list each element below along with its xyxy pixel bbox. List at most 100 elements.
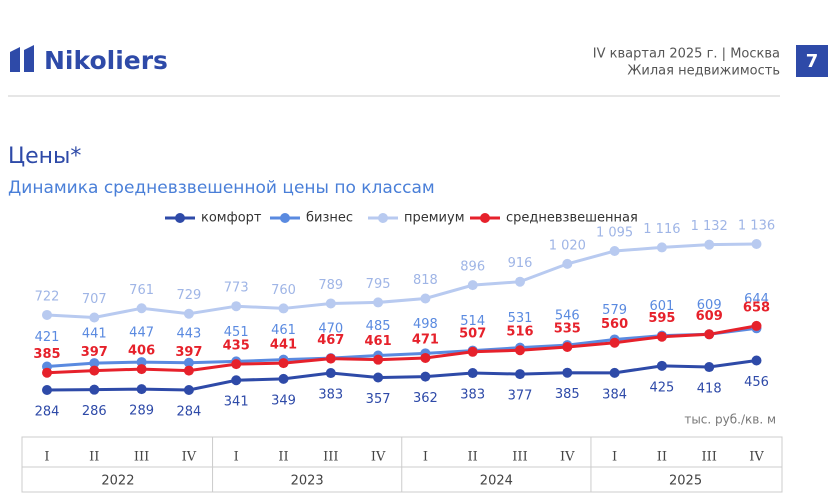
point — [42, 309, 52, 320]
data-label: 443 — [176, 326, 201, 341]
x-tick-label: I — [612, 450, 617, 465]
data-label: 421 — [35, 330, 60, 345]
data-label: 451 — [224, 325, 249, 340]
point — [467, 280, 478, 291]
page-badge — [796, 45, 828, 77]
data-label: 761 — [129, 283, 154, 298]
point — [373, 372, 384, 383]
data-label: 609 — [697, 298, 722, 313]
point — [183, 365, 194, 376]
data-label: 284 — [176, 405, 201, 420]
x-tick-label: II — [468, 450, 478, 465]
x-tick-label: II — [657, 450, 667, 465]
legend-label: средневзвешенная — [506, 211, 638, 226]
page-number: 7 — [806, 51, 819, 72]
data-label: 461 — [365, 334, 392, 349]
point — [325, 298, 336, 309]
data-label: 385 — [555, 387, 580, 402]
point — [562, 367, 573, 378]
data-label: 498 — [413, 317, 438, 332]
data-label: 384 — [602, 387, 627, 402]
legend-label: премиум — [404, 211, 465, 226]
point — [609, 337, 620, 348]
unit-label: тыс. руб./кв. м — [684, 413, 776, 427]
point — [136, 384, 147, 395]
data-label: 1 132 — [691, 219, 728, 234]
point — [89, 384, 100, 395]
point — [325, 353, 336, 364]
point — [562, 258, 573, 269]
data-label: 1 116 — [643, 222, 680, 237]
chart-subtitle: Динамика средневзвешенной цены по класса… — [8, 178, 435, 198]
point — [183, 385, 194, 395]
data-label: 916 — [508, 256, 533, 271]
point — [278, 358, 289, 369]
point — [656, 242, 667, 253]
data-label: 531 — [508, 311, 533, 326]
point — [373, 354, 384, 365]
series-line — [46, 324, 757, 375]
data-label: 383 — [460, 388, 485, 403]
period: IV квартал 2025 г. | Москва — [593, 47, 780, 62]
data-label: 729 — [176, 288, 201, 303]
data-label: 385 — [33, 347, 60, 362]
point — [420, 293, 431, 304]
data-label: 1 020 — [549, 238, 586, 253]
data-label: 595 — [648, 311, 675, 326]
point — [609, 367, 620, 378]
logo: Nikoliers — [44, 46, 168, 75]
point — [420, 371, 431, 382]
data-label: 362 — [413, 391, 438, 406]
point — [515, 345, 525, 356]
data-label: 579 — [602, 303, 627, 318]
data-label: 601 — [649, 299, 674, 314]
logo-icon — [10, 45, 34, 72]
point — [704, 329, 715, 340]
legend-marker — [280, 213, 290, 223]
data-label: 383 — [318, 388, 343, 403]
point — [467, 368, 478, 379]
data-label: 818 — [413, 273, 438, 288]
data-label: 658 — [743, 300, 770, 315]
x-tick-label: II — [89, 450, 99, 465]
x-tick-label: III — [701, 450, 716, 465]
x-tick-label: IV — [371, 450, 386, 465]
point — [136, 303, 147, 314]
x-tick-label: IV — [182, 450, 197, 465]
x-tick-label: I — [234, 450, 239, 465]
series-line — [46, 359, 757, 392]
legend-label: бизнес — [306, 211, 353, 226]
data-label: 406 — [128, 344, 155, 359]
point — [656, 360, 667, 371]
point — [89, 358, 100, 369]
x-tick-label: IV — [560, 450, 575, 465]
data-label: 507 — [459, 326, 486, 341]
point — [751, 239, 762, 249]
data-label: 485 — [366, 319, 391, 334]
point — [231, 375, 242, 386]
point — [515, 369, 525, 380]
point — [89, 365, 100, 376]
point — [325, 368, 336, 379]
point — [136, 364, 147, 375]
data-label: 341 — [224, 395, 249, 410]
data-label: 760 — [271, 283, 296, 298]
data-label: 546 — [555, 309, 580, 324]
point — [231, 359, 242, 370]
data-label: 896 — [460, 260, 485, 275]
data-label: 514 — [460, 314, 485, 329]
legend-marker — [175, 213, 185, 223]
point — [373, 297, 384, 308]
data-label: 707 — [82, 292, 107, 307]
data-label: 722 — [35, 289, 60, 304]
year-label: 2023 — [291, 474, 324, 489]
series-line — [46, 326, 757, 369]
data-label: 471 — [412, 332, 439, 347]
point — [704, 239, 715, 250]
data-label: 441 — [82, 327, 107, 342]
x-tick-label: IV — [749, 450, 764, 465]
x-tick-label: I — [44, 450, 49, 465]
legend-marker — [378, 213, 388, 223]
data-label: 456 — [744, 375, 769, 390]
